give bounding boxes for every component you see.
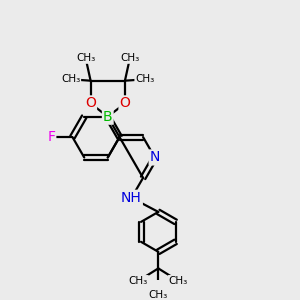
Text: CH₃: CH₃ — [135, 74, 154, 84]
Text: CH₃: CH₃ — [120, 53, 140, 63]
Text: CH₃: CH₃ — [76, 53, 95, 63]
Text: O: O — [119, 96, 130, 110]
Text: NH: NH — [121, 191, 142, 205]
Text: N: N — [150, 151, 160, 164]
Text: O: O — [85, 96, 96, 110]
Text: CH₃: CH₃ — [149, 290, 168, 300]
Text: CH₃: CH₃ — [169, 276, 188, 286]
Text: CH₃: CH₃ — [61, 74, 80, 84]
Text: CH₃: CH₃ — [129, 276, 148, 286]
Text: B: B — [103, 110, 112, 124]
Text: F: F — [47, 130, 55, 144]
